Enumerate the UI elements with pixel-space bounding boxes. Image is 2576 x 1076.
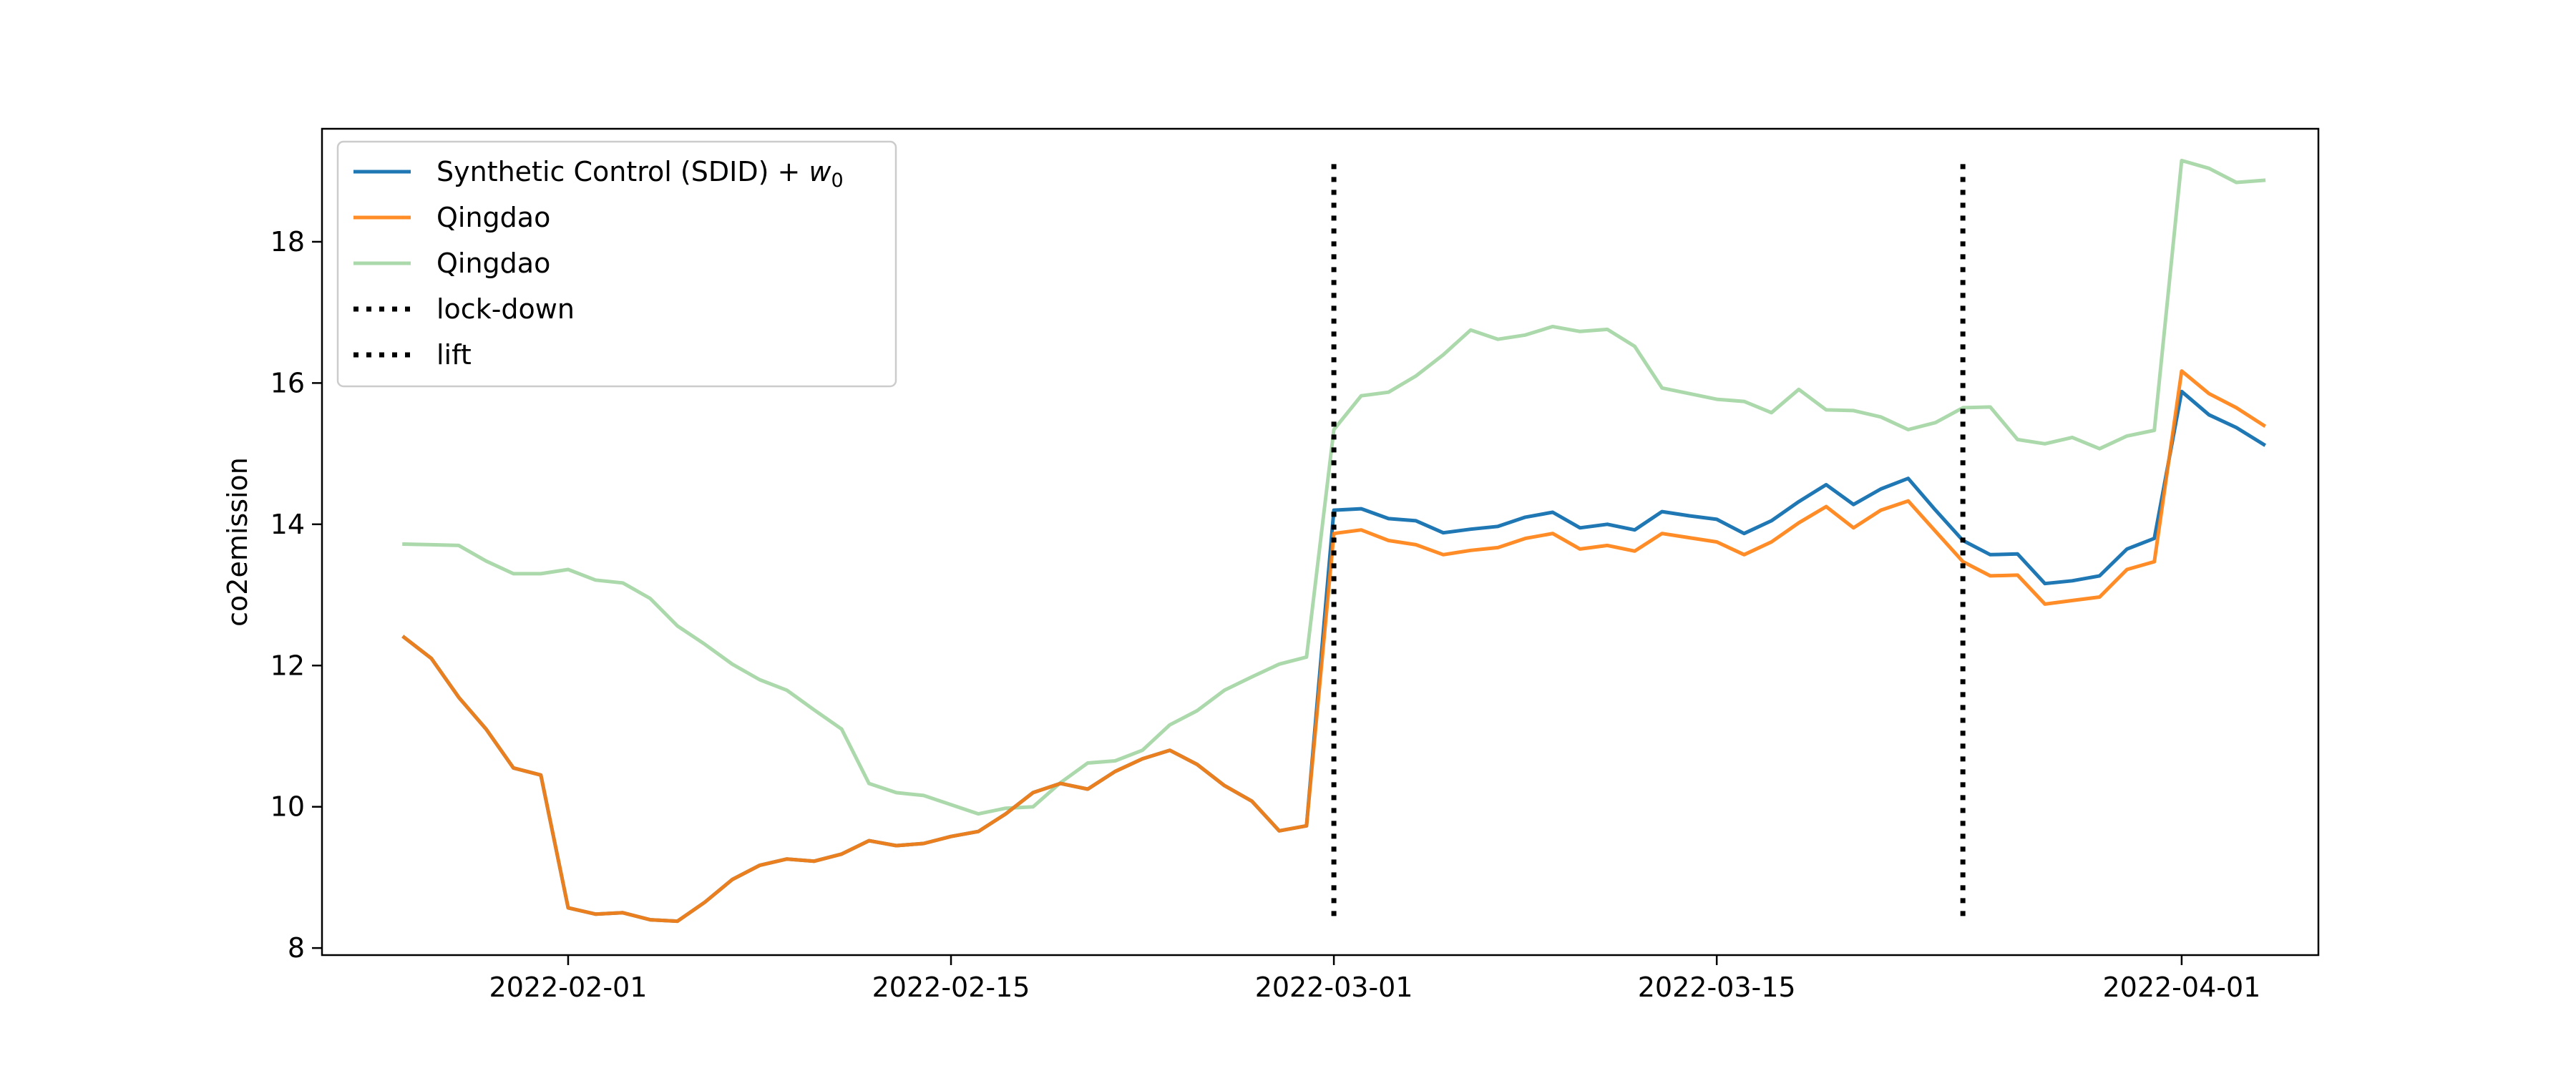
series-lines xyxy=(401,158,2267,924)
legend-label: lift xyxy=(436,339,472,371)
y-axis-label: co2emission xyxy=(222,457,253,627)
y-tick-label: 10 xyxy=(270,791,305,823)
x-tick-label: 2022-03-15 xyxy=(1638,972,1796,1003)
y-tick-label: 14 xyxy=(270,509,305,540)
legend: Synthetic Control (SDID) + w0 Qingdao Qing… xyxy=(336,140,897,388)
plot-frame xyxy=(321,127,2320,957)
legend-label: Qingdao xyxy=(436,202,550,233)
legend-label: Qingdao xyxy=(436,248,550,279)
legend-label: Synthetic Control (SDID) + w0 xyxy=(436,156,844,192)
y-tick-label: 16 xyxy=(270,367,305,398)
series-line-2 xyxy=(402,158,2266,816)
axis-ticks: 2022-02-01 2022-02-15 2022-03-01 2022-03-15… xyxy=(270,226,2261,1003)
y-tick-label: 8 xyxy=(288,932,305,964)
x-tick-label: 2022-02-15 xyxy=(872,972,1030,1003)
series-line-1 xyxy=(401,369,2267,924)
y-tick-label: 12 xyxy=(270,650,305,681)
y-tick-label: 18 xyxy=(270,226,305,258)
x-tick-label: 2022-04-01 xyxy=(2102,972,2260,1003)
legend-label: lock-down xyxy=(436,293,575,325)
legend-box xyxy=(336,140,897,388)
x-tick-label: 2022-03-01 xyxy=(1255,972,1413,1003)
x-tick-label: 2022-02-01 xyxy=(489,972,648,1003)
